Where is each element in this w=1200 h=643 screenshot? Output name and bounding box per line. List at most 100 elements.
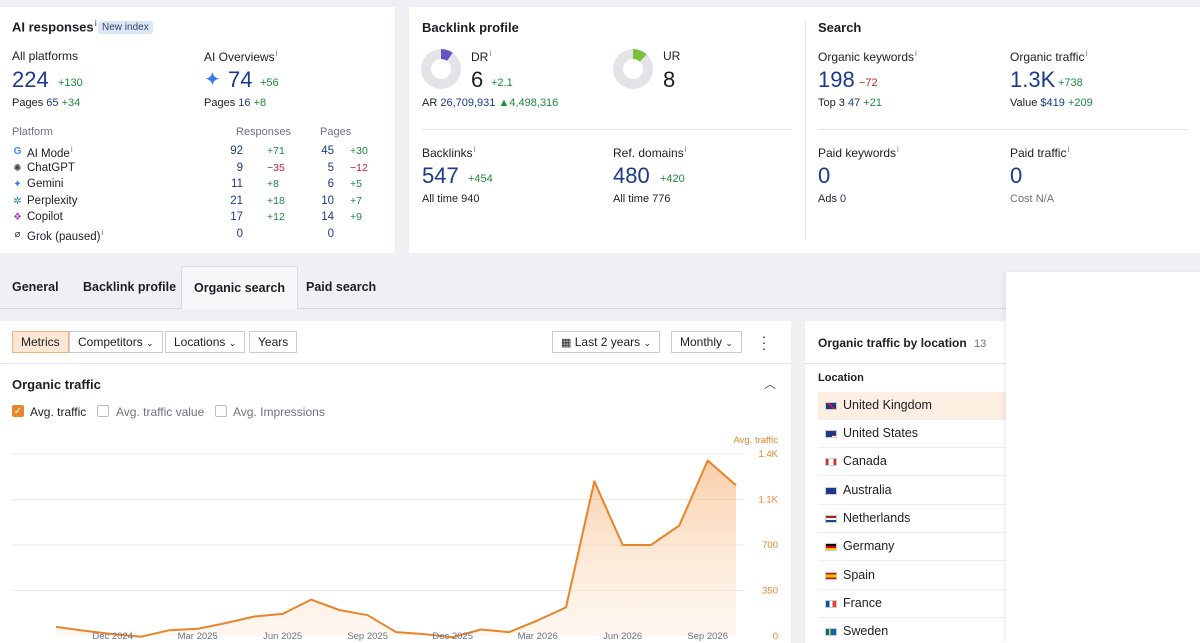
organic-keywords-delta: −72 [859, 77, 878, 89]
x-tick-label: Mar 2026 [518, 631, 558, 642]
platform-row[interactable]: ❖ Copilot 17 +12 14 +9 [13, 211, 362, 223]
platform-row[interactable]: ✺ ChatGPT 9 −35 5 −12 [13, 162, 368, 174]
pages-col-header: Pages [320, 126, 352, 138]
x-tick-label: Sep 2026 [687, 631, 728, 642]
avg-impressions-label: Avg. Impressions [233, 405, 325, 419]
competitors-dropdown[interactable]: Competitors ⌄ [69, 331, 163, 353]
chatgpt-icon: ✺ [13, 163, 22, 174]
paid-keywords-label: Paid keywordsi [818, 145, 899, 160]
location-row-netherlands[interactable]: Netherlands [818, 505, 1006, 533]
new-index-badge: New index [98, 21, 153, 34]
backlinks-label: Backlinksi [422, 145, 476, 160]
paid-traffic-value[interactable]: 0 [1010, 163, 1023, 188]
chevron-down-icon: ⌄ [146, 338, 154, 348]
france-flag-icon [825, 600, 837, 608]
location-row-germany[interactable]: Germany [818, 533, 1006, 561]
y-axis-label: Avg. traffic [733, 435, 778, 446]
organic-keywords-value[interactable]: 198 [818, 67, 855, 92]
location-row-united-kingdom[interactable]: United Kingdom [818, 392, 1006, 420]
all-platforms-delta: +130 [58, 77, 83, 89]
metrics-button[interactable]: Metrics [12, 331, 69, 353]
avg-impressions-checkbox[interactable] [215, 405, 227, 417]
calendar-icon: ▦ [561, 337, 572, 349]
us-flag-icon [825, 430, 837, 438]
dr-value[interactable]: 6 [471, 67, 484, 92]
location-row-united-states[interactable]: United States [818, 420, 1006, 448]
organic-traffic-value[interactable]: 1.3K [1010, 67, 1056, 92]
backlink-divider [422, 129, 792, 130]
ar-line: AR 26,709,931 ▲4,498,316 [422, 97, 559, 109]
x-tick-label: Dec 2024 [92, 631, 133, 642]
germany-flag-icon [825, 543, 837, 551]
x-tick-label: Mar 2025 [178, 631, 218, 642]
search-title: Search [818, 20, 862, 35]
dr-label: DRi [471, 49, 492, 64]
backlinks-alltime: All time 940 [422, 193, 480, 205]
paid-keywords-value[interactable]: 0 [818, 163, 831, 188]
dr-delta: +2.1 [491, 77, 513, 89]
organic-traffic-chart[interactable]: 0 350 700 1.1K 1.4K Dec 2024 Mar 2025 Jun 2025… [0, 430, 791, 643]
platform-row[interactable]: ⌀ Grok (paused)i 0 0 [12, 228, 372, 244]
ai-overviews-pages: Pages 16 +8 [204, 97, 267, 109]
paid-traffic-label: Paid traffici [1010, 145, 1070, 160]
cost-line: Cost N/A [1010, 193, 1055, 205]
interval-dropdown[interactable]: Monthly ⌄ [671, 331, 742, 353]
organic-keywords-label: Organic keywordsi [818, 49, 917, 64]
traffic-area [56, 460, 736, 638]
location-row-france[interactable]: France [818, 590, 1006, 618]
locations-dropdown[interactable]: Locations ⌄ [165, 331, 246, 353]
all-platforms-label: All platforms [12, 49, 79, 63]
card-divider-vertical [805, 20, 806, 240]
ai-responses-title: AI responsesi [12, 19, 97, 35]
ai-responses-card [0, 7, 395, 253]
search-divider [818, 129, 1188, 130]
collapse-chevron-icon[interactable]: ︿ [764, 377, 777, 391]
avg-traffic-value-label: Avg. traffic value [116, 405, 205, 419]
platform-row[interactable]: ✲ Perplexity 21 +18 10 +7 [13, 195, 362, 207]
backlinks-value[interactable]: 547 [422, 163, 459, 188]
location-row-canada[interactable]: Canada [818, 448, 1006, 476]
avg-traffic-checkbox[interactable]: ✓ [12, 405, 24, 417]
x-tick-label: Jun 2025 [263, 631, 302, 642]
toolbar-divider [0, 363, 791, 364]
platform-row[interactable]: G AI Modei 92 +71 45 +30 [13, 145, 368, 160]
location-row-spain[interactable]: Spain [818, 562, 1006, 590]
google-icon: G [13, 146, 22, 157]
y-tick-label: 0 [773, 631, 778, 642]
organic-traffic-label: Organic traffici [1010, 49, 1088, 64]
chevron-down-icon: ⌄ [228, 338, 237, 348]
netherlands-flag-icon [825, 515, 837, 523]
organic-traffic-chart-title: Organic traffic [12, 377, 101, 392]
ai-overviews-value[interactable]: 74 [228, 67, 253, 92]
all-platforms-value[interactable]: 224 [12, 67, 49, 92]
ur-label: UR [663, 49, 681, 63]
organic-traffic-delta: +738 [1058, 77, 1083, 89]
ai-overviews-star-icon: ✦ [204, 69, 221, 91]
location-row-australia[interactable]: Australia [818, 477, 1006, 505]
more-options-icon[interactable]: · · · [761, 328, 767, 356]
chevron-down-icon: ⌄ [643, 338, 652, 348]
years-button[interactable]: Years [249, 331, 298, 353]
traffic-value-line: Value $419 +209 [1010, 97, 1093, 109]
avg-traffic-value-checkbox[interactable] [97, 405, 109, 417]
responses-col-header: Responses [236, 126, 292, 138]
ai-overviews-label: AI Overviewsi [204, 49, 278, 64]
y-tick-label: 1.4K [758, 449, 778, 460]
period-dropdown[interactable]: ▦ Last 2 years ⌄ [552, 331, 661, 353]
ur-value[interactable]: 8 [663, 67, 676, 92]
x-tick-label: Dec 2025 [432, 631, 473, 642]
chevron-down-icon: ⌄ [725, 338, 733, 348]
tab-general[interactable]: General [12, 280, 59, 294]
location-row-sweden[interactable]: Sweden [818, 618, 1006, 643]
ref-domains-value[interactable]: 480 [613, 163, 650, 188]
tab-organic-search[interactable]: Organic search [181, 266, 299, 309]
platform-row[interactable]: ✦ Gemini 11 +8 6 +5 [13, 178, 362, 190]
copilot-icon: ❖ [13, 212, 22, 223]
tab-paid-search[interactable]: Paid search [306, 280, 377, 294]
all-platforms-pages: Pages 65 +34 [12, 97, 81, 109]
spain-flag-icon [825, 572, 837, 580]
ads-line: Ads 0 [818, 193, 847, 205]
uk-flag-icon [825, 402, 837, 410]
tab-backlink-profile[interactable]: Backlink profile [83, 280, 177, 294]
top3-line: Top 3 47 +21 [818, 97, 882, 109]
